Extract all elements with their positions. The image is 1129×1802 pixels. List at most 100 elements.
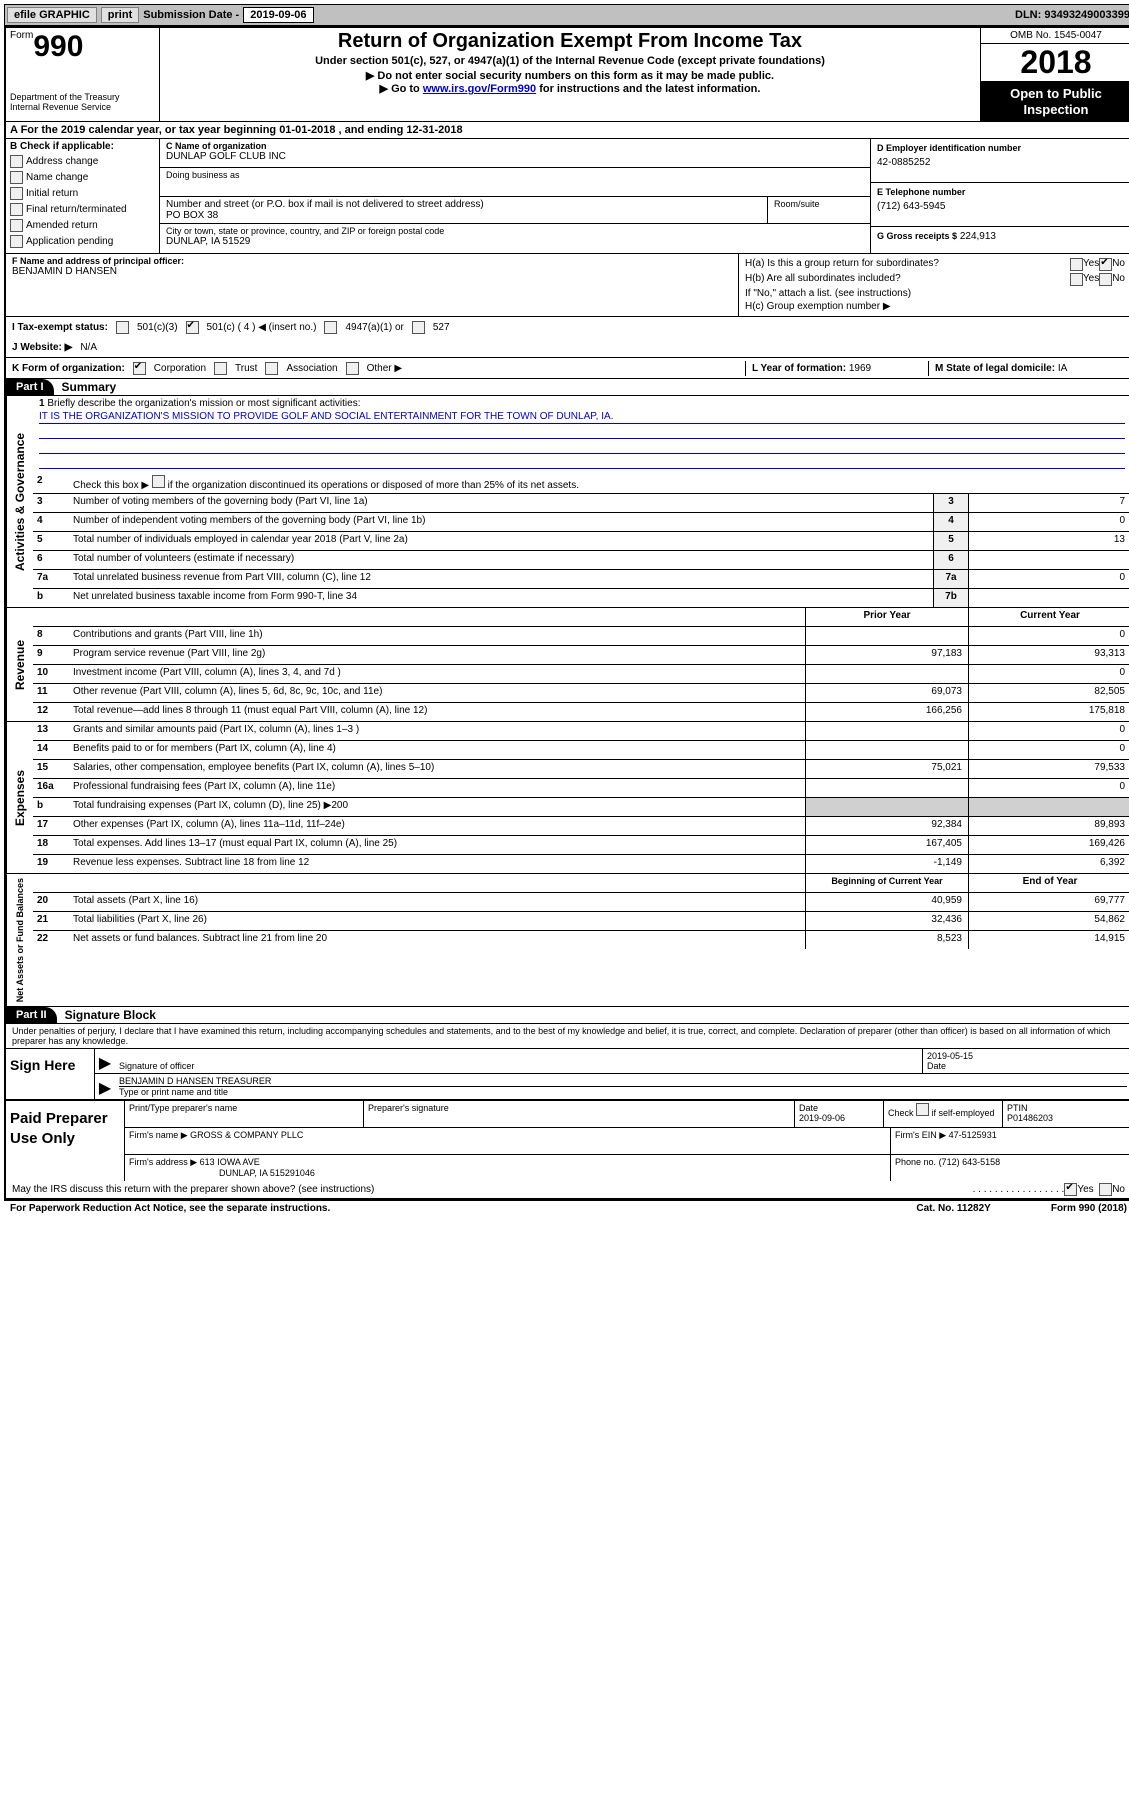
year-formation: 1969 (849, 363, 871, 374)
firm-addr2: DUNLAP, IA 515291046 (219, 1168, 315, 1178)
sig-intro: Under penalties of perjury, I declare th… (6, 1024, 1129, 1048)
subtitle-1: Under section 501(c), 527, or 4947(a)(1)… (166, 55, 974, 67)
gross-label: G Gross receipts $ (877, 231, 957, 241)
ha-no[interactable] (1099, 258, 1112, 271)
sig-date: 2019-05-15 (927, 1051, 1127, 1061)
l19: Revenue less expenses. Subtract line 18 … (69, 855, 805, 873)
chk-527[interactable] (412, 321, 425, 334)
sub-date: 2019-09-06 (243, 7, 313, 23)
subtitle-2: ▶ Do not enter social security numbers o… (166, 69, 974, 82)
l17: Other expenses (Part IX, column (A), lin… (69, 817, 805, 835)
gross-receipts: 224,913 (960, 231, 996, 242)
row-k-label: K Form of organization: (12, 363, 125, 374)
chk-501c3[interactable] (116, 321, 129, 334)
signature-section: Under penalties of perjury, I declare th… (6, 1024, 1129, 1100)
l16b: Total fundraising expenses (Part IX, col… (69, 798, 805, 816)
ein-label: D Employer identification number (877, 143, 1125, 153)
chk-501c[interactable] (186, 321, 199, 334)
tax-year: 2018 (981, 44, 1129, 82)
officer-name: BENJAMIN D HANSEN (12, 266, 732, 277)
l21: Total liabilities (Part X, line 26) (69, 912, 805, 930)
section-fh: F Name and address of principal officer:… (6, 254, 1129, 317)
city: DUNLAP, IA 51529 (166, 236, 864, 247)
l6: Total number of volunteers (estimate if … (69, 551, 933, 569)
section-bcdeg: B Check if applicable: Address change Na… (6, 139, 1129, 254)
sign-here: Sign Here (6, 1049, 95, 1099)
v4: 0 (968, 513, 1129, 531)
chk-4947[interactable] (324, 321, 337, 334)
cat-no: Cat. No. 11282Y (916, 1203, 990, 1214)
dept-irs: Internal Revenue Service (10, 102, 155, 112)
paperwork-notice: For Paperwork Reduction Act Notice, see … (10, 1203, 916, 1214)
prep-name-hdr: Print/Type preparer's name (125, 1101, 364, 1127)
dba-label: Doing business as (166, 170, 864, 180)
part2-title: Signature Block (57, 1008, 156, 1022)
chk-final-return[interactable] (10, 203, 23, 216)
ein: 42-0885252 (877, 157, 1125, 168)
suite-label: Room/suite (768, 197, 870, 223)
firm-addr1: 613 IOWA AVE (200, 1157, 260, 1167)
print-btn[interactable]: print (101, 7, 139, 23)
discuss-yes[interactable] (1064, 1183, 1077, 1196)
chk-app-pending[interactable] (10, 235, 23, 248)
chk-name-change[interactable] (10, 171, 23, 184)
hb-yes[interactable] (1070, 273, 1083, 286)
hb-no[interactable] (1099, 273, 1112, 286)
chk-initial-return[interactable] (10, 187, 23, 200)
ptin-hdr: PTIN (1007, 1103, 1127, 1113)
v7b (968, 589, 1129, 607)
dept-treasury: Department of the Treasury (10, 92, 155, 102)
state-domicile: IA (1058, 363, 1067, 374)
subtitle-3: ▶ Go to www.irs.gov/Form990 for instruct… (166, 82, 974, 95)
l9: Program service revenue (Part VIII, line… (69, 646, 805, 664)
chk-assoc[interactable] (265, 362, 278, 375)
l15: Salaries, other compensation, employee b… (69, 760, 805, 778)
open-public: Open to Public Inspection (981, 82, 1129, 121)
irs-link[interactable]: www.irs.gov/Form990 (423, 83, 536, 95)
chk-amended[interactable] (10, 219, 23, 232)
street: PO BOX 38 (166, 210, 761, 221)
city-label: City or town, state or province, country… (166, 226, 864, 236)
sig-name: BENJAMIN D HANSEN TREASURER (119, 1076, 1127, 1087)
chk-address-change[interactable] (10, 155, 23, 168)
chk-trust[interactable] (214, 362, 227, 375)
preparer-section: Paid Preparer Use Only Print/Type prepar… (6, 1100, 1129, 1181)
officer-label: F Name and address of principal officer: (12, 256, 732, 266)
arrow-icon: ▶ (95, 1049, 115, 1073)
ptin: P01486203 (1007, 1113, 1127, 1123)
part1-header: Part I Summary (6, 379, 1129, 396)
l16a: Professional fundraising fees (Part IX, … (69, 779, 805, 797)
row-m-label: M State of legal domicile: (935, 363, 1055, 374)
chk-corp[interactable] (133, 362, 146, 375)
l14: Benefits paid to or for members (Part IX… (69, 741, 805, 759)
form-header: Form990 Department of the Treasury Inter… (6, 28, 1129, 122)
l5: Total number of individuals employed in … (69, 532, 933, 550)
firm-phone: (712) 643-5158 (939, 1157, 1001, 1167)
discuss-no[interactable] (1099, 1183, 1112, 1196)
top-bar: efile GRAPHIC print Submission Date - 20… (4, 4, 1129, 26)
v3: 7 (968, 494, 1129, 512)
chk-self-employed[interactable] (916, 1103, 929, 1116)
phone: (712) 643-5945 (877, 201, 1125, 212)
hdr-prior: Prior Year (805, 608, 968, 626)
l2: Check this box ▶ if the organization dis… (69, 473, 1129, 493)
prep-date-hdr: Date (799, 1103, 879, 1113)
ha-label: H(a) Is this a group return for subordin… (745, 258, 1070, 271)
ha-yes[interactable] (1070, 258, 1083, 271)
l18: Total expenses. Add lines 13–17 (must eq… (69, 836, 805, 854)
l10: Investment income (Part VIII, column (A)… (69, 665, 805, 683)
hdr-beg: Beginning of Current Year (805, 874, 968, 892)
l3: Number of voting members of the governin… (69, 494, 933, 512)
chk-other[interactable] (346, 362, 359, 375)
sub-label: Submission Date - (143, 9, 239, 21)
mission-text: IT IS THE ORGANIZATION'S MISSION TO PROV… (39, 411, 1125, 424)
org-name-label: C Name of organization (166, 141, 864, 151)
l8: Contributions and grants (Part VIII, lin… (69, 627, 805, 645)
omb-number: OMB No. 1545-0047 (981, 28, 1129, 44)
chk-discontinued[interactable] (152, 475, 165, 488)
part2-header: Part II Signature Block (6, 1007, 1129, 1024)
v7a: 0 (968, 570, 1129, 588)
efile-btn[interactable]: efile GRAPHIC (7, 7, 97, 23)
row-i-label: I Tax-exempt status: (12, 322, 108, 333)
org-name: DUNLAP GOLF CLUB INC (166, 151, 864, 162)
